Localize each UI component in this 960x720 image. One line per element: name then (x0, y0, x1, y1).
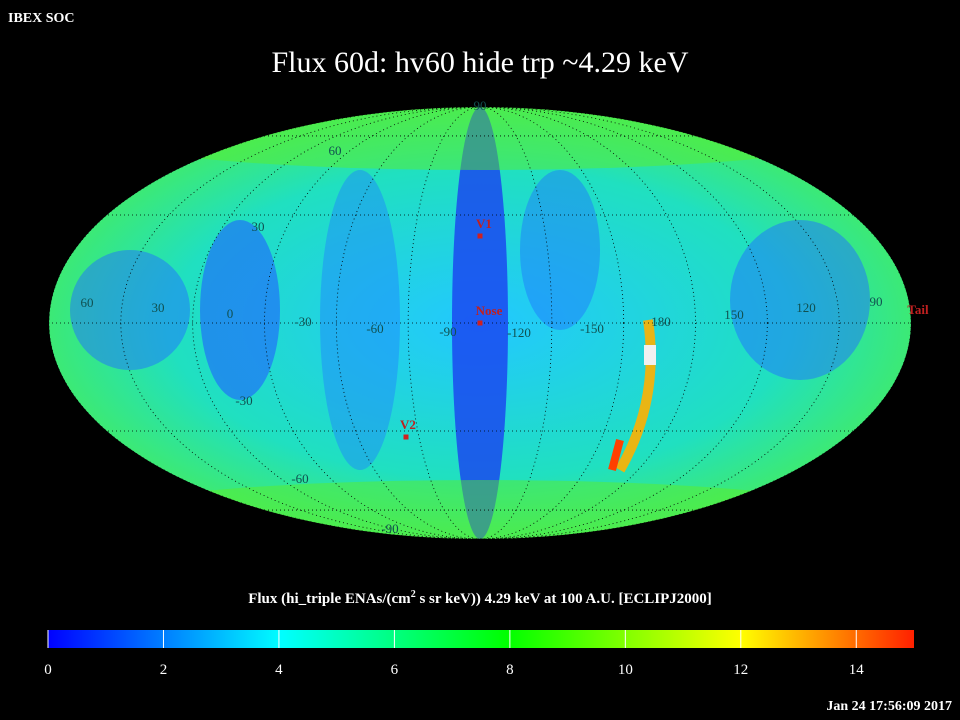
title: Flux 60d: hv60 hide trp ~4.29 keV (271, 46, 688, 79)
graticule-label: -120 (507, 325, 531, 340)
colorbar-tick-label: 2 (160, 662, 168, 678)
graticule-label: 90 (870, 294, 883, 309)
marker-label: Nose (476, 303, 503, 318)
graticule-label: 60 (81, 295, 94, 310)
graticule-label: -30 (294, 314, 311, 329)
colorbar-tick-label: 10 (618, 662, 633, 678)
graticule-label: -90 (381, 521, 398, 536)
colorbar-label: Flux (hi_triple ENAs/(cm2 s sr keV)) 4.2… (248, 589, 712, 607)
colorbar-label-text: s sr keV)) 4.29 keV at 100 A.U. [ECLIPJ2… (416, 591, 712, 607)
graticule-label: 60 (329, 143, 342, 158)
colorbar (48, 630, 914, 648)
source-label: IBEX SOC (8, 11, 75, 26)
timestamp: Jan 24 17:56:09 2017 (826, 699, 952, 714)
meridian (192, 107, 768, 539)
graticule-label: 30 (152, 300, 165, 315)
graticule-label: -60 (291, 471, 308, 486)
graticule-label: 0 (227, 306, 234, 321)
marker-label: V2 (400, 417, 416, 432)
meridian (120, 107, 840, 539)
graticule-label: -60 (366, 321, 383, 336)
colorbar-tick-label: 0 (44, 662, 52, 678)
colorbar-tick-label: 12 (733, 662, 748, 678)
graticule-label: 30 (252, 219, 265, 234)
graticule-label: -90 (439, 324, 456, 339)
graticule-label: -30 (235, 393, 252, 408)
colorbar-label-sup: 2 (411, 589, 416, 600)
colorbar-tick-label: 14 (849, 662, 865, 678)
colorbar-tick-label: 8 (506, 662, 514, 678)
marker-dot (477, 233, 483, 239)
colorbar-tick-label: 4 (275, 662, 283, 678)
graticule-label: 180 (651, 314, 671, 329)
graticule-label: 90 (474, 98, 487, 113)
colorbar-tick-label: 6 (391, 662, 399, 678)
marker-label: Tail (907, 302, 929, 317)
colorbar-label-text: Flux (hi_triple ENAs/(cm (248, 591, 411, 607)
graticule-label: -150 (580, 321, 604, 336)
graticule-label: 150 (724, 307, 744, 322)
graticule-label: 120 (796, 300, 816, 315)
marker-dot (403, 434, 409, 440)
meridian (335, 107, 625, 539)
marker-label: V1 (476, 216, 492, 231)
meridian (264, 107, 696, 539)
marker-dot (477, 320, 483, 326)
